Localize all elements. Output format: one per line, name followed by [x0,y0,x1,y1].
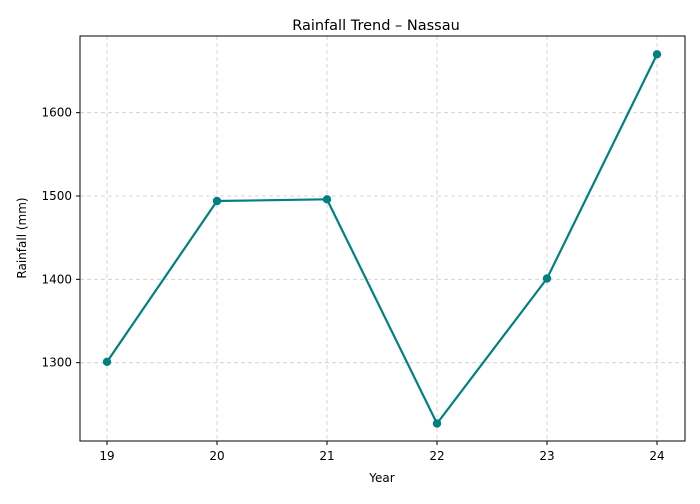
y-tick-label: 1500 [41,189,72,203]
data-point [322,195,332,204]
x-axis-label: Year [368,471,394,485]
grid-lines [80,36,685,441]
chart-title: Rainfall Trend – Nassau [292,18,460,34]
x-tick-label: 23 [539,449,554,463]
x-tick-label: 19 [99,449,114,463]
rainfall-series-line [106,53,658,425]
data-point [432,419,442,428]
x-tick-label: 24 [649,449,664,463]
y-tick-label: 1400 [41,272,72,286]
y-axis-ticks: 1300 1400 1500 1600 [41,106,80,370]
y-axis-label: Rainfall (mm) [15,197,29,278]
x-tick-label: 20 [209,449,224,463]
y-tick-label: 1300 [41,356,72,370]
data-point [542,274,552,283]
y-tick-label: 1600 [41,106,72,120]
x-axis-ticks: 19 20 21 22 23 24 [99,441,665,463]
x-tick-label: 21 [319,449,334,463]
data-point [102,357,112,367]
data-point [652,50,662,59]
data-point [212,196,222,206]
x-tick-label: 22 [429,449,444,463]
series-layer [102,50,662,428]
plot-area-frame [79,35,686,442]
